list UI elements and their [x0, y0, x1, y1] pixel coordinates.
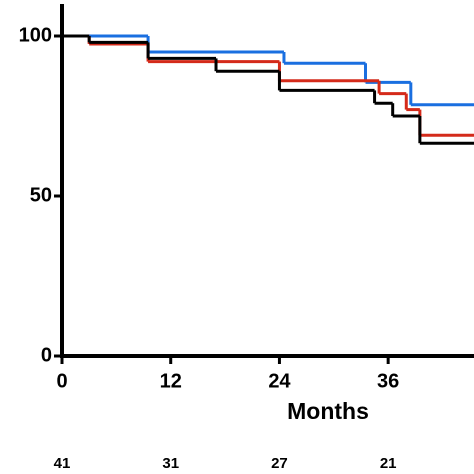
y-tick-label: 0: [41, 344, 52, 366]
x-tick-label: 0: [56, 370, 67, 392]
at-risk-count: 21: [380, 455, 397, 472]
at-risk-count: 31: [162, 455, 179, 472]
y-tick-label: 100: [19, 24, 52, 46]
y-tick-label: 50: [30, 184, 52, 206]
at-risk-count: 41: [54, 455, 71, 472]
x-tick-label: 36: [377, 370, 399, 392]
x-tick-label: 12: [160, 370, 182, 392]
x-axis-label: Months: [287, 398, 369, 424]
at-risk-count: 27: [271, 455, 288, 472]
x-tick-label: 24: [268, 370, 291, 392]
